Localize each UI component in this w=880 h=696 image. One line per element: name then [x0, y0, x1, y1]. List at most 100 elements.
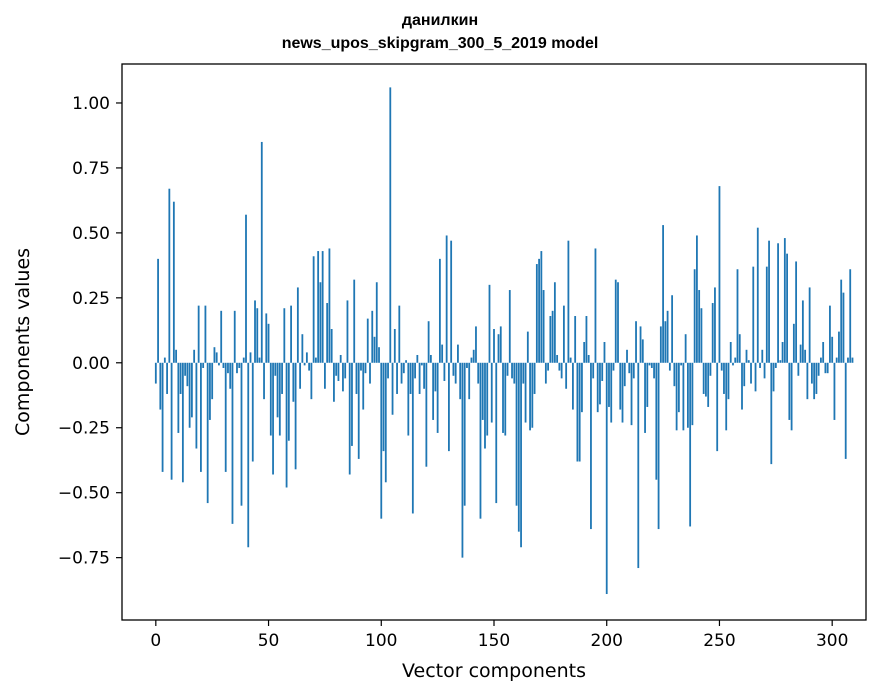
bar: [765, 266, 768, 363]
y-tick-label: 0.75: [72, 159, 110, 179]
bar: [283, 308, 286, 363]
bar: [418, 362, 421, 394]
bar: [544, 362, 547, 384]
bar: [781, 342, 784, 363]
bar: [348, 362, 351, 475]
bar: [263, 362, 265, 400]
bar: [831, 336, 834, 363]
bar: [213, 347, 216, 363]
y-ticks-group: −0.75 −0.50 −0.25 0.00 0.25 0.50 0.75 1.00: [58, 94, 122, 569]
bar: [238, 362, 241, 368]
bar: [723, 362, 725, 394]
bar: [585, 316, 588, 363]
bar: [741, 362, 743, 410]
bar: [319, 282, 322, 363]
bar: [393, 329, 396, 363]
bar: [454, 362, 457, 384]
bar: [612, 362, 615, 371]
bar: [590, 362, 592, 530]
x-axis-label: Vector components: [402, 660, 586, 682]
bar: [247, 362, 250, 548]
bar: [371, 310, 374, 363]
bar: [560, 362, 563, 379]
bar: [218, 362, 220, 366]
chart-title-line-2: news_upos_skipgram_300_5_2019 model: [281, 35, 599, 52]
bar: [495, 362, 498, 504]
bar: [407, 362, 410, 436]
bar: [770, 362, 773, 465]
bar: [632, 362, 635, 379]
bar: [405, 360, 407, 363]
bar: [664, 321, 667, 363]
x-tick-label: 200: [591, 631, 623, 651]
bar: [366, 318, 369, 363]
bar: [517, 362, 520, 532]
bar: [610, 362, 613, 423]
plot-frame: [121, 63, 867, 621]
bar: [398, 305, 401, 363]
bar: [851, 357, 854, 363]
bar: [813, 362, 816, 400]
bar: [333, 362, 335, 402]
bar: [427, 321, 430, 363]
bar: [817, 362, 820, 376]
bar: [305, 352, 308, 363]
bars-group: [154, 87, 854, 595]
bar: [578, 362, 581, 462]
bar: [682, 362, 685, 431]
bar: [567, 240, 570, 363]
bar: [488, 284, 491, 363]
bar: [835, 357, 838, 363]
y-tick-label: −0.25: [58, 419, 110, 439]
bar: [490, 362, 493, 423]
bar: [504, 362, 507, 436]
bar: [774, 362, 777, 368]
bar: [425, 362, 428, 467]
bar: [655, 362, 658, 480]
bar: [806, 362, 809, 400]
bar: [587, 354, 590, 363]
bar: [696, 235, 698, 363]
bar: [486, 362, 489, 436]
bar: [596, 362, 599, 413]
bar: [242, 357, 245, 363]
bar: [754, 362, 757, 392]
bar: [193, 349, 196, 363]
bar: [556, 354, 559, 363]
bar: [163, 357, 166, 363]
bar: [303, 362, 306, 366]
bar: [382, 362, 385, 452]
bar: [324, 362, 326, 389]
bar: [666, 310, 669, 363]
bar: [659, 326, 662, 363]
bar: [761, 349, 764, 363]
bar: [215, 352, 218, 363]
bar: [716, 362, 719, 452]
y-tick-label: −0.75: [58, 549, 110, 569]
bar: [177, 362, 180, 433]
bar: [351, 362, 353, 446]
y-tick-label: 0.50: [72, 224, 110, 244]
bar: [592, 362, 595, 379]
bar: [768, 240, 770, 363]
bar: [172, 201, 175, 363]
bar: [445, 235, 448, 363]
bar: [630, 362, 633, 426]
bar: [581, 362, 583, 413]
bar: [231, 362, 234, 524]
bar: [287, 362, 290, 441]
bar: [339, 354, 342, 363]
bar: [617, 282, 619, 363]
bar: [400, 362, 403, 384]
bar: [689, 362, 692, 527]
bar: [608, 362, 610, 407]
bar: [166, 362, 168, 394]
bar: [526, 331, 529, 363]
bar: [443, 362, 446, 381]
bar: [700, 308, 703, 363]
bar: [170, 362, 173, 480]
bar: [357, 362, 360, 459]
bar: [159, 362, 162, 410]
bar: [342, 362, 344, 392]
bar: [815, 362, 818, 394]
